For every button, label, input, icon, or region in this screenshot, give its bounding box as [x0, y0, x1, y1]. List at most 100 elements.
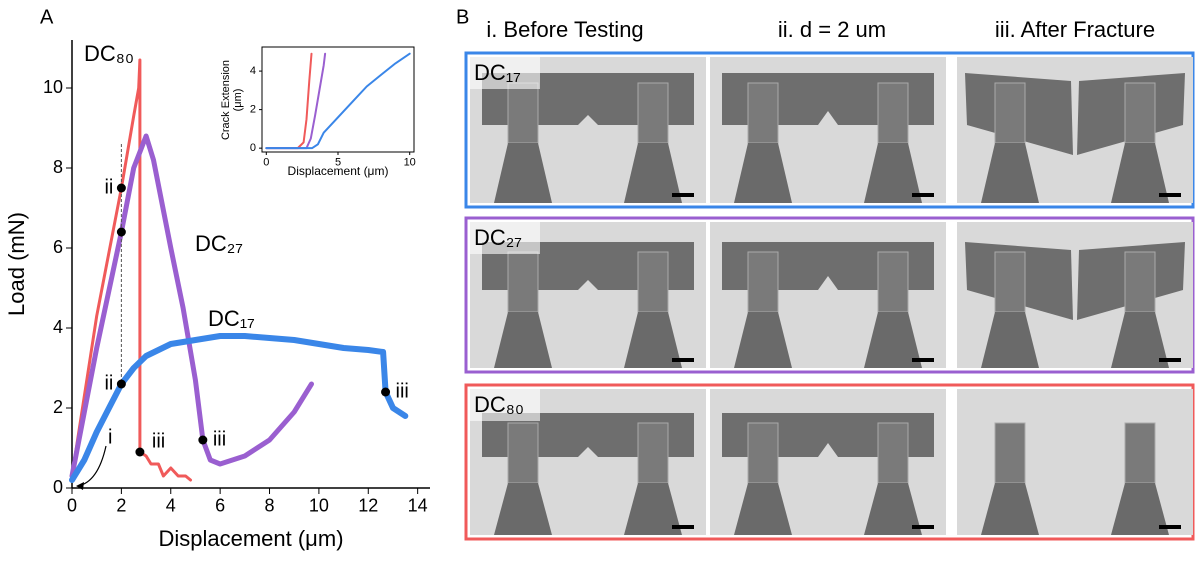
notch	[818, 111, 838, 125]
column-header: ii. d = 2 um	[778, 17, 886, 42]
marker	[135, 447, 145, 457]
leg	[494, 143, 552, 203]
pillar	[877, 82, 909, 144]
sem-image	[470, 389, 706, 535]
row-label: DC₁₇	[474, 60, 521, 85]
series-label: DC₈₀	[84, 41, 134, 66]
y-tick-label: 8	[53, 157, 63, 177]
series-label: DC₂₇	[195, 231, 243, 256]
marker	[381, 387, 391, 397]
scale-bar	[912, 193, 934, 197]
panel-label: A	[40, 6, 54, 28]
y-axis-label: Load (mN)	[4, 212, 29, 316]
scale-bar	[1159, 358, 1181, 362]
leg	[734, 143, 792, 203]
leg	[494, 312, 552, 368]
pillar	[637, 422, 669, 484]
notch	[578, 280, 598, 290]
marker-label: iii	[152, 430, 165, 452]
x-tick-label: 5	[335, 157, 341, 169]
pillar	[1124, 422, 1156, 484]
scale-bar	[672, 525, 694, 529]
pillar	[994, 82, 1026, 144]
pillar	[877, 422, 909, 484]
x-tick-label: 0	[67, 495, 77, 515]
inset-x-label: Displacement (μm)	[288, 164, 389, 178]
panel-label: B	[456, 6, 469, 28]
x-tick-label: 10	[404, 157, 416, 169]
column-header: iii. After Fracture	[995, 17, 1155, 42]
data-line	[265, 52, 411, 150]
pillar	[507, 82, 539, 144]
data-line	[70, 58, 192, 482]
sem-image	[470, 222, 706, 368]
x-tick-label: 2	[116, 495, 126, 515]
leg	[494, 483, 552, 535]
row-label-bg	[470, 57, 540, 89]
data-line	[69, 333, 409, 483]
x-tick-label: 8	[265, 495, 275, 515]
x-tick-label: 0	[263, 157, 269, 169]
y-tick-label: 4	[53, 317, 63, 337]
pillar	[747, 422, 779, 484]
marker-label: ii	[104, 372, 113, 394]
annotation: i	[108, 426, 112, 448]
pillar	[1124, 82, 1156, 144]
leg	[1111, 483, 1169, 535]
sem-image	[710, 57, 946, 203]
notch	[818, 443, 838, 457]
marker	[116, 183, 126, 193]
leg	[1111, 312, 1169, 368]
sem-image	[710, 389, 946, 535]
pillar	[507, 251, 539, 313]
leg	[734, 312, 792, 368]
leg	[981, 312, 1039, 368]
leg	[981, 143, 1039, 203]
sem-image	[957, 222, 1193, 368]
leg	[981, 483, 1039, 535]
scale-bar	[912, 525, 934, 529]
leg	[864, 483, 922, 535]
column-header: i. Before Testing	[486, 17, 643, 42]
row-label: DC₂₇	[474, 225, 522, 250]
scale-bar	[1159, 525, 1181, 529]
marker-label: iii	[396, 380, 409, 402]
leg	[624, 483, 682, 535]
y-tick-label: 2	[250, 104, 256, 116]
y-tick-label: 6	[53, 237, 63, 257]
leg	[1111, 143, 1169, 203]
x-tick-label: 12	[358, 495, 378, 515]
sem-image	[710, 222, 946, 368]
row-label-bg	[470, 222, 540, 254]
notch	[578, 115, 598, 125]
marker	[198, 435, 208, 445]
pillar	[994, 422, 1026, 484]
pillar	[637, 82, 669, 144]
y-tick-label: 0	[250, 142, 256, 154]
scale-bar	[672, 193, 694, 197]
inset-frame	[261, 46, 415, 153]
leg	[864, 143, 922, 203]
scale-bar	[1159, 193, 1181, 197]
pillar	[637, 251, 669, 313]
leg	[624, 312, 682, 368]
pillar	[877, 251, 909, 313]
marker-label: iii	[213, 428, 226, 450]
row-label-bg	[470, 389, 540, 421]
pillar	[747, 251, 779, 313]
inset-y-label: (μm)	[232, 89, 244, 112]
y-tick-label: 10	[43, 77, 63, 97]
marker	[116, 379, 126, 389]
x-tick-label: 6	[215, 495, 225, 515]
notch	[578, 447, 598, 457]
arrow-head	[76, 482, 84, 490]
y-tick-label: 2	[53, 397, 63, 417]
y-tick-label: 0	[53, 477, 63, 497]
pillar	[507, 422, 539, 484]
series-label: DC₁₇	[208, 306, 255, 331]
scale-bar	[672, 358, 694, 362]
inset-y-label: Crack Extension	[220, 60, 232, 140]
pillar	[747, 82, 779, 144]
row-label: DC₈₀	[474, 392, 524, 417]
